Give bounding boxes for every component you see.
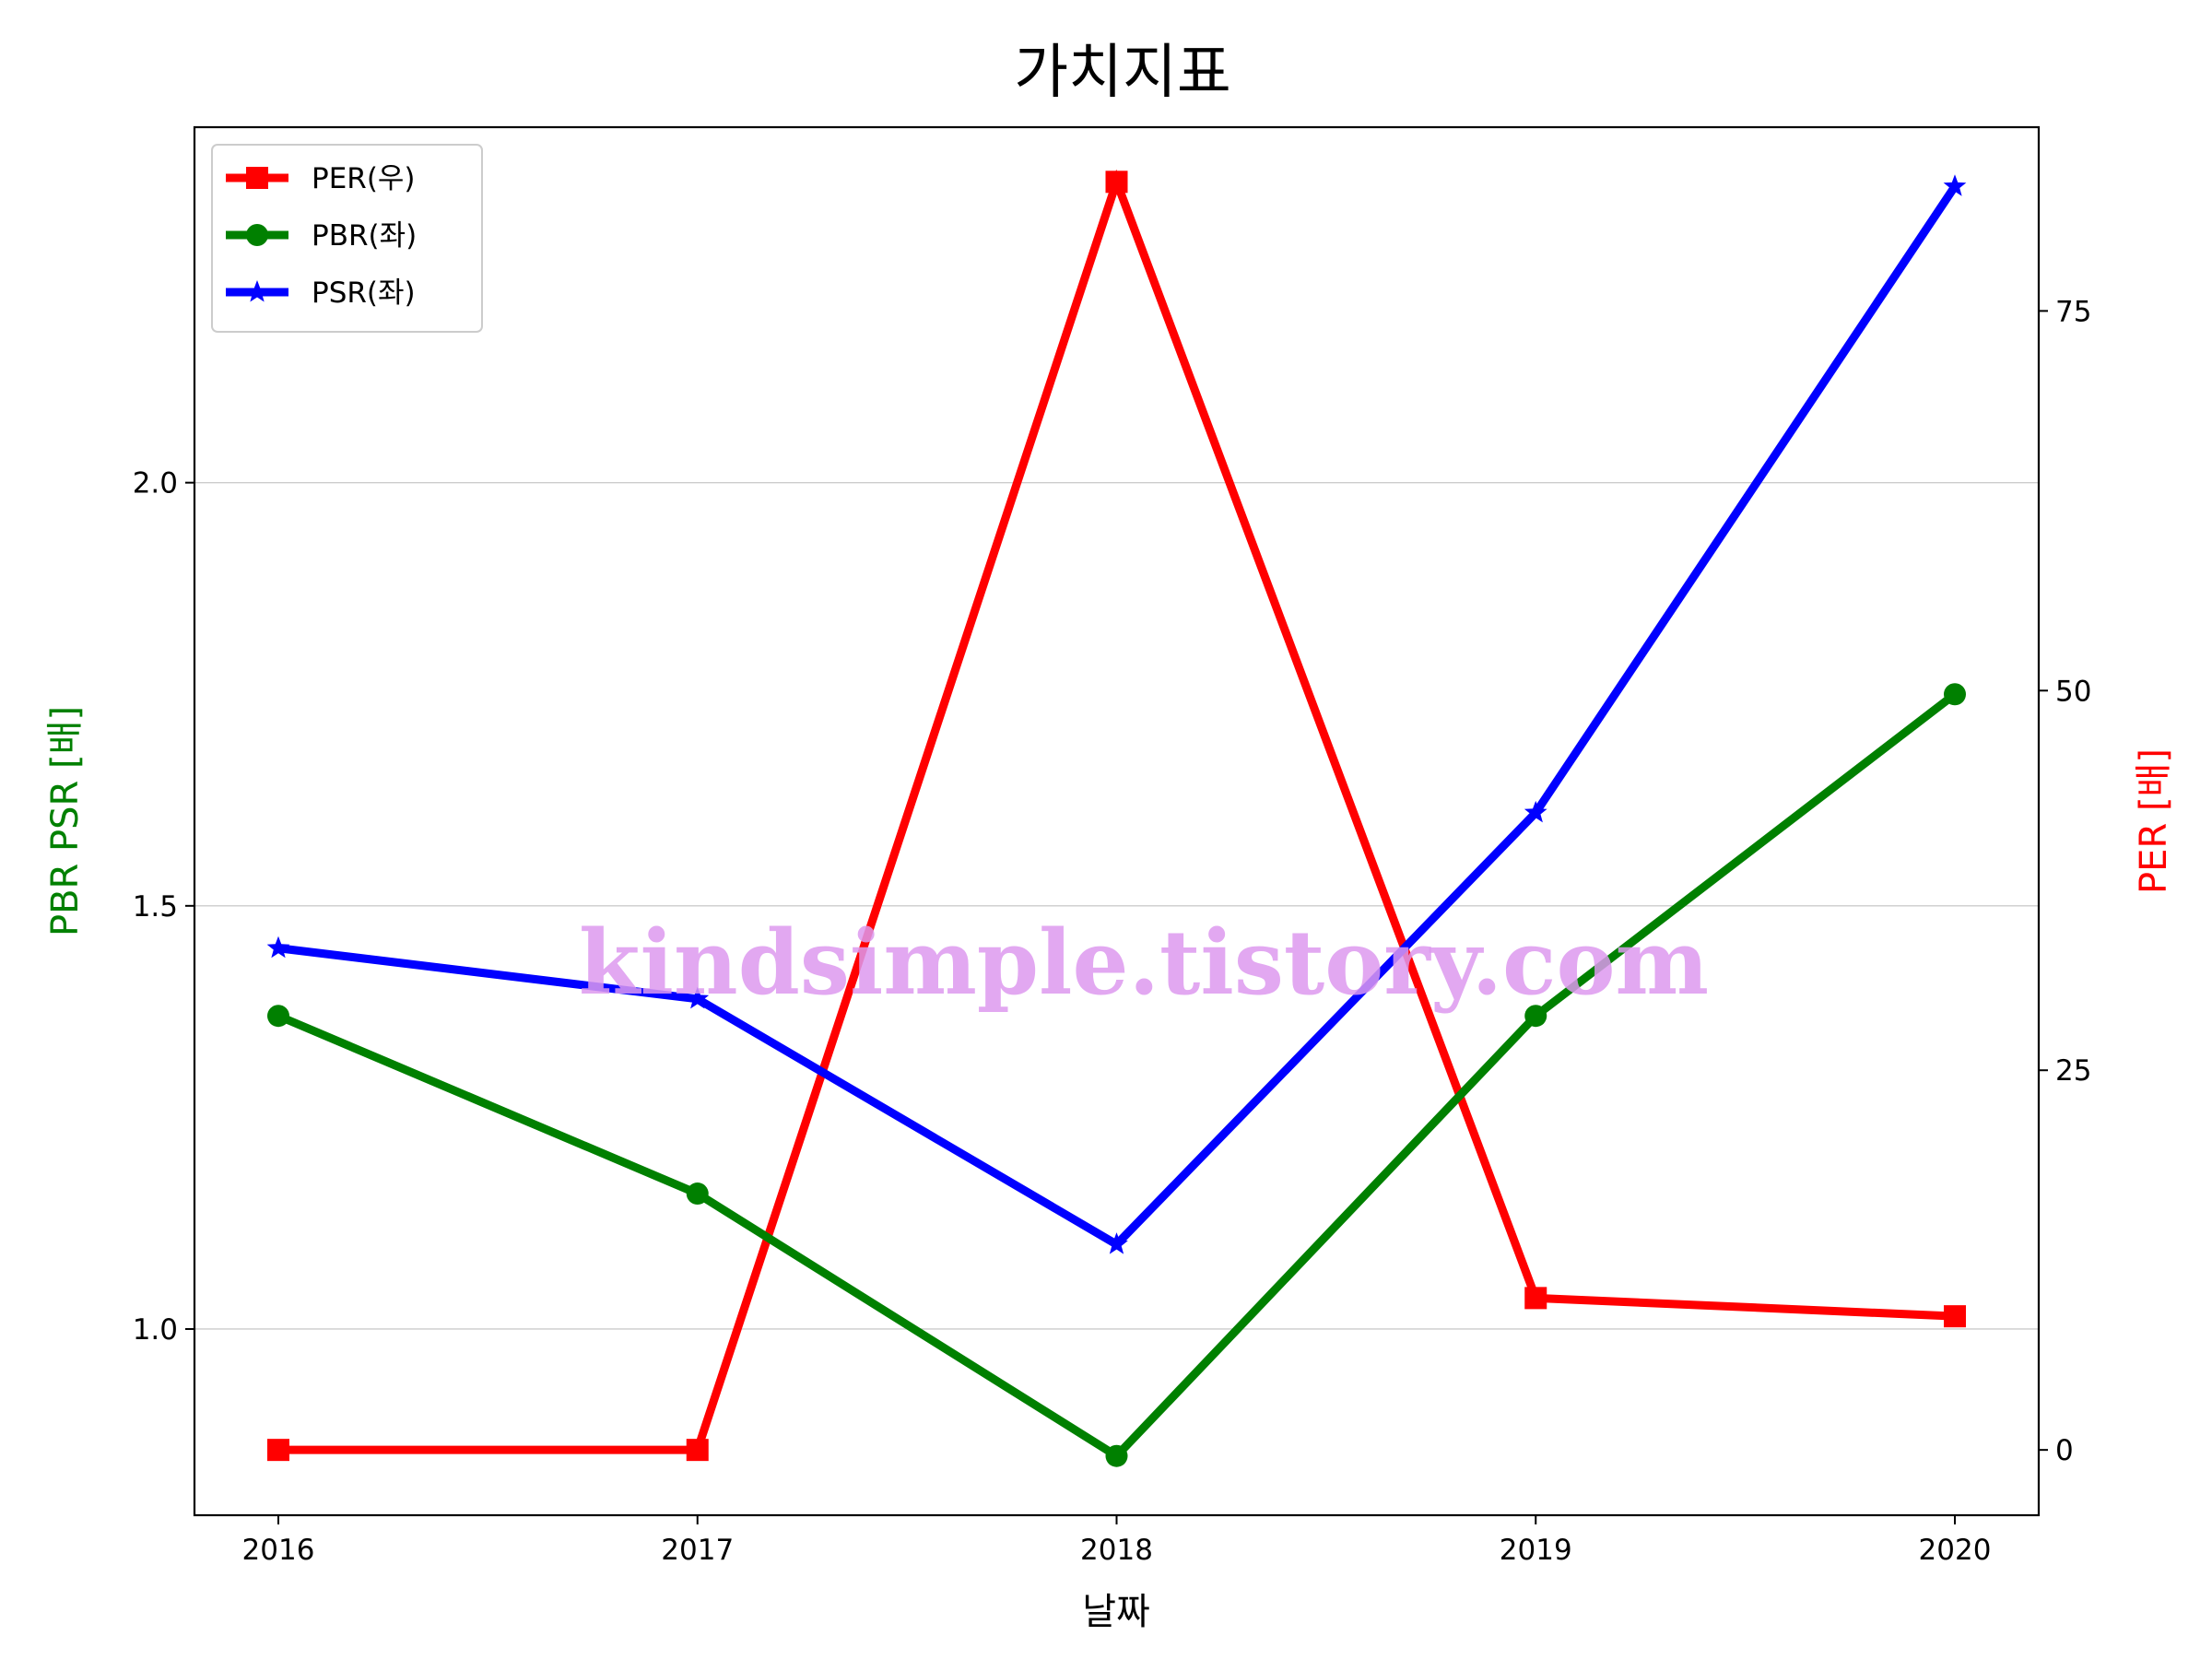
legend-box: [211, 144, 483, 333]
left-y-tick-label: 1.0: [133, 1313, 178, 1347]
series-line: [276, 690, 1958, 1462]
series-line: [278, 169, 1956, 1454]
x-tick-label: 2018: [1080, 1534, 1153, 1567]
right-y-tick-label: 25: [2055, 1054, 2091, 1088]
data-point-marker: [1524, 1005, 1547, 1028]
grid-layer: [194, 481, 2039, 1330]
series-line: [277, 183, 1959, 1250]
data-point-marker: [686, 1182, 709, 1206]
data-point-marker: [1944, 683, 1966, 706]
left-y-tick-label: 2.0: [133, 467, 178, 500]
right-y-tick-label: 0: [2055, 1434, 2074, 1467]
left-y-tick-label: 1.5: [133, 890, 178, 924]
data-point-marker: [1105, 171, 1128, 194]
series-per: [267, 169, 1966, 1462]
x-axis-label: 날짜: [1082, 1591, 1150, 1633]
data-point-marker: [686, 986, 710, 1009]
right-y-tick-label: 50: [2055, 675, 2091, 708]
x-tick-label: 2016: [242, 1534, 315, 1567]
x-tick-label: 2017: [661, 1534, 734, 1567]
x-tick-label: 2020: [1919, 1534, 1992, 1567]
data-point-marker: [686, 1439, 709, 1462]
legend-swatch-marker: [245, 280, 269, 302]
left-y-axis-label: PBR PSR [배]: [44, 706, 87, 936]
legend-entry-label: PBR(좌): [312, 219, 417, 253]
right-y-tick-label: 75: [2055, 295, 2091, 328]
legend-entry-label: PSR(좌): [312, 276, 416, 310]
legend-entry-label: PER(우): [312, 162, 416, 195]
right-y-axis-label: PER [배]: [2133, 748, 2175, 894]
legend-swatch-marker: [246, 167, 268, 189]
data-point-marker: [267, 1005, 289, 1028]
data-point-marker: [1524, 1287, 1547, 1310]
series-layer: [266, 169, 1967, 1467]
watermark-text: kindsimple.tistory.com: [579, 911, 1709, 1015]
chart-title: 가치지표: [1014, 39, 1231, 107]
data-point-marker: [267, 1439, 289, 1462]
legend-swatch-marker: [246, 224, 268, 246]
legend: PER(우) PBR(좌) PSR(좌): [211, 144, 483, 333]
axes-layer: 1.0 1.5 2.0 0 25 50 75 2016 2017 2018 2019 2020: [133, 295, 2092, 1567]
data-point-marker: [1105, 1232, 1128, 1254]
data-point-marker: [266, 935, 290, 959]
data-point-marker: [1944, 1305, 1966, 1328]
series-psr: [266, 174, 1967, 1254]
data-point-marker: [1524, 800, 1547, 823]
data-point-marker: [1105, 1444, 1128, 1467]
data-point-marker: [1943, 174, 1967, 196]
series-pbr: [267, 683, 1966, 1467]
x-tick-label: 2019: [1500, 1534, 1572, 1567]
